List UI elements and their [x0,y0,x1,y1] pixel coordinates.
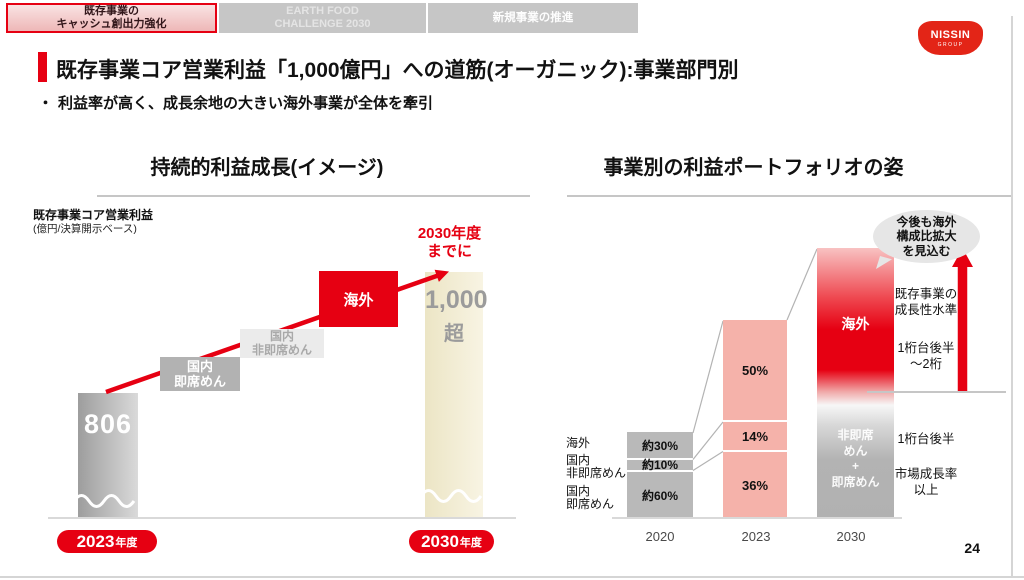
growth-chart-baseline [48,517,516,519]
legend-nonnoodle-line2: 非即席めん [566,465,627,480]
outlook-speech-bubble: 今後も海外 構成比拡大 を見込む [873,210,980,263]
note-noodle-growth-rate: 市場成長率 以上 [874,467,978,498]
nissin-logo: NISSIN GROUP [918,21,983,55]
growth-chart-ylabel-unit: (億円/決算開示ベース) [33,223,137,235]
bar-2030-1000: 1,000 超 [425,272,488,518]
notes-separator-line [867,391,1006,393]
growth-chart-underline [97,195,530,197]
nissin-logo-group-text: GROUP [937,41,964,48]
bar-2030-rest-line2: めん [843,443,868,458]
note4-line2: 以上 [913,482,939,497]
nissin-logo-text: NISSIN [930,28,971,41]
legend-overseas: 海外 [566,436,591,450]
year-pill-2030: 2030 年度 [409,530,494,553]
year-pill-2023-suffix: 年度 [115,536,138,549]
growth-chart-ylabel: 既存事業コア営業利益 [33,208,154,222]
bar-2020-overseas-segment: 約30% [627,432,693,458]
tab-efc-line1: EARTH FOOD [286,5,359,17]
bar-2030: 海外 非即席 めん + 即席めん [817,248,894,519]
bar-2030-rest-label: 非即席 めん + 即席めん [817,428,894,490]
note2-line1: 1桁台後半 [897,341,955,355]
bar-2020-nonnoodle-segment: 約10% [627,458,693,472]
bar-2030-value: 1,000 [425,286,488,314]
legend-noodle-line1: 国内 [566,484,591,498]
note1-line1: 既存事業の [894,287,958,301]
page-title: 既存事業コア営業利益「1,000億円」への道筋(オーガニック):事業部門別 [56,59,739,82]
bar-2020-overseas-value: 約30% [641,438,679,453]
portfolio-chart-underline [567,195,1013,197]
deadline-annotation: 2030年度 までに [402,225,497,260]
legend-domestic-noodle: 国内 即席めん [566,485,614,510]
step-domestic-nonnoodle: 国内 非即席めん [240,329,324,358]
deadline-line1: 2030年度 [417,225,482,242]
tab-new-business-label: 新規事業の推進 [492,11,574,24]
note1-line2: 成長性水準 [894,302,958,317]
key-message-text: 利益率が高く、成長余地の大きい海外事業が全体を牽引 [58,95,434,112]
slide-right-edge [1011,16,1013,577]
bar-2030-rest-line4: 即席めん [831,474,880,489]
note-overseas-growth-rate: 1桁台後半 〜2桁 [874,341,978,372]
note-existing-growth-level: 既存事業の 成長性水準 [874,287,978,318]
legend-nonnoodle-line1: 国内 [566,453,591,467]
bar-2023: 50% 14% 36% [723,320,787,519]
key-message: ・ 利益率が高く、成長余地の大きい海外事業が全体を牽引 [38,92,433,113]
x-label-2030: 2030 [836,529,866,544]
portfolio-chart-baseline [612,517,902,519]
x-label-2020: 2020 [645,529,675,544]
portfolio-chart-title: 事業別の利益ポートフォリオの姿 [603,157,904,179]
tab-existing-business[interactable]: 既存事業の キャッシュ創出力強化 [6,3,217,33]
step-domestic-nonnoodle-line1: 国内 [269,329,294,343]
bar-2023-noodle-segment: 36% [723,452,787,519]
page-number: 24 [964,540,980,556]
year-pill-2030-suffix: 年度 [459,536,482,549]
step-overseas: 海外 [319,271,398,327]
title-accent-bar [38,52,47,82]
step-domestic-noodle: 国内 即席めん [160,357,240,391]
legend-noodle-line2: 即席めん [566,496,615,511]
bar-2023-806: 806 [78,393,138,518]
bar-2023-overseas-segment: 50% [723,320,787,420]
legend-domestic-nonnoodle: 国内 非即席めん [566,454,626,479]
bar-2023-nonnoodle-segment: 14% [723,422,787,450]
year-pill-2023-num: 2023 [76,531,115,551]
tab-earth-food-challenge[interactable]: EARTH FOOD CHALLENGE 2030 [219,3,426,33]
bar-2030-overseas-label: 海外 [841,316,870,332]
tab-existing-line2: キャッシュ創出力強化 [56,18,167,30]
note-nonnoodle-growth-rate: 1桁台後半 [897,432,955,446]
bar-2020-noodle-value: 約60% [641,489,679,503]
tab-new-business[interactable]: 新規事業の推進 [428,3,638,33]
bar-2023-overseas-value: 50% [741,362,769,378]
growth-chart-title: 持続的利益成長(イメージ) [150,157,384,179]
year-pill-2030-num: 2030 [421,531,459,551]
bar-2023-noodle-value: 36% [741,478,769,493]
bar-2023-value: 806 [83,409,133,439]
bar-2020: 約30% 約10% 約60% [627,432,693,519]
note4-line1: 市場成長率 [894,467,958,481]
bar-2020-nonnoodle-value: 約10% [641,458,679,472]
bar-2020-noodle-segment: 約60% [627,472,693,519]
tab-efc-line2: CHALLENGE 2030 [274,18,371,30]
step-domestic-noodle-line1: 国内 [186,359,213,374]
tab-existing-line1: 既存事業の [84,5,139,17]
bubble-line1: 今後も海外 [896,214,957,229]
bar-2030-rest-line3: + [851,459,859,473]
bubble-line3: を見込む [902,243,951,258]
deadline-line2: までに [426,242,472,260]
slide-bottom-edge [0,576,1024,578]
step-domestic-noodle-line2: 即席めん [173,374,226,389]
bar-2023-nonnoodle-value: 14% [741,428,769,444]
step-overseas-label: 海外 [343,291,374,309]
bubble-line2: 構成比拡大 [896,229,957,244]
year-pill-2023: 2023 年度 [57,530,157,553]
bar-2030-value-suffix: 超 [444,323,464,345]
bullet-marker: ・ [38,95,54,112]
step-domestic-nonnoodle-line2: 非即席めん [251,342,312,357]
x-label-2023: 2023 [741,529,771,544]
bar-2030-rest-line1: 非即席 [837,428,874,442]
note2-line2: 〜2桁 [910,356,942,371]
